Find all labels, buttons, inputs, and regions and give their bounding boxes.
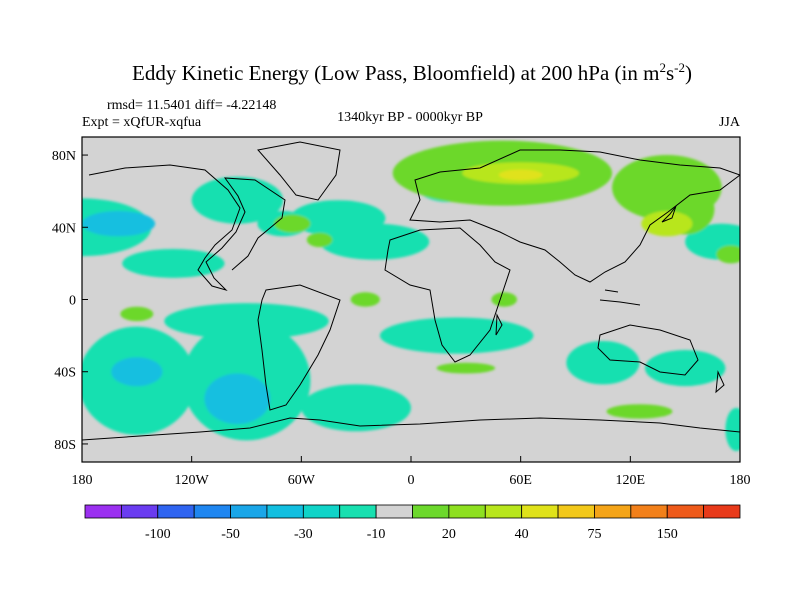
contour-region-neg30-1	[82, 211, 156, 237]
colorbar-swatch-17	[703, 504, 741, 519]
contour-region-neg10-10	[379, 317, 534, 354]
colorbar-swatch-6	[302, 504, 341, 519]
colorbar-swatch-4	[230, 504, 268, 519]
x-axis: 180 120W 60W 0 60E 120E 180	[72, 456, 751, 488]
coast-greenland	[257, 141, 341, 201]
contour-region-neg10-5	[319, 223, 430, 260]
coastlines	[82, 141, 740, 441]
colorbar-swatch-14	[594, 504, 632, 519]
coast-africa-europe	[384, 227, 511, 363]
colorbar-swatch-16	[666, 504, 705, 519]
colorbar-swatch-5	[266, 504, 304, 519]
contour-region-20-28	[120, 306, 154, 322]
contour-region-40-23	[641, 211, 693, 237]
contour-region-neg10-18	[725, 407, 740, 452]
colorbar-swatch-9	[412, 504, 450, 519]
colorbar-label-6: 75	[587, 527, 601, 542]
y-tick-label-2: 0	[69, 294, 76, 309]
coast-eurasia	[409, 149, 740, 283]
contour-fields	[82, 140, 740, 452]
colorbar-swatch-11	[484, 504, 523, 519]
period-label: 1340kyr BP - 0000kyr BP	[337, 110, 483, 125]
colorbar-swatch-0	[84, 504, 122, 519]
x-tick-label-6: 180	[730, 473, 751, 488]
y-tick-label-1: 40N	[52, 221, 76, 236]
contour-region-20-32	[716, 245, 740, 264]
contour-region-neg10-15	[301, 384, 411, 432]
coast-new-zealand	[715, 370, 725, 394]
colorbar-label-7: 150	[657, 527, 678, 542]
contour-region-20-25	[273, 214, 311, 233]
colorbar-swatch-12	[521, 504, 559, 519]
x-tick-label-3: 0	[408, 473, 415, 488]
experiment-label: Expt = xQfUR-xqfua	[82, 115, 202, 130]
colorbar-label-2: -30	[294, 527, 313, 542]
stats-label: rmsd= 11.5401 diff= -4.22148	[107, 98, 276, 113]
coast-indonesia	[599, 289, 641, 306]
contour-region-20-30	[436, 362, 496, 374]
y-tick-label-0: 80N	[52, 149, 76, 164]
contour-region-20-31	[606, 404, 673, 419]
contour-region-neg30-17	[111, 357, 163, 387]
colorbar-label-4: 20	[442, 527, 456, 542]
coast-north-america	[88, 164, 286, 292]
contour-region-neg10-11	[566, 341, 640, 385]
colorbar-swatch-13	[557, 504, 595, 519]
colorbar-swatch-8	[375, 504, 413, 519]
chart-title: Eddy Kinetic Energy (Low Pass, Bloomfiel…	[132, 60, 692, 85]
colorbar-swatch-15	[630, 504, 668, 519]
colorbar-swatch-2	[157, 504, 195, 519]
colorbar-swatch-10	[448, 504, 486, 519]
y-tick-label-4: 80S	[54, 438, 76, 453]
contour-region-20-26	[306, 232, 333, 248]
x-tick-label-0: 180	[72, 473, 93, 488]
y-axis: 80N 40N 0 40S 80S	[52, 149, 88, 453]
colorbar-swatch-1	[120, 504, 159, 519]
colorbar-swatch-7	[339, 504, 377, 519]
contour-region-20-27	[350, 292, 380, 307]
colorbar-label-5: 40	[515, 527, 529, 542]
x-tick-label-1: 120W	[175, 473, 210, 488]
contour-region-neg10-12	[644, 350, 726, 387]
colorbar: -100 -50 -30 -10 20 40 75 150	[84, 504, 741, 542]
x-tick-label-5: 120E	[616, 473, 646, 488]
x-tick-label-2: 60W	[288, 473, 316, 488]
coast-south-america	[257, 284, 341, 411]
colorbar-swatch-3	[193, 504, 231, 519]
colorbar-label-1: -50	[221, 527, 240, 542]
colorbar-label-0: -100	[145, 527, 171, 542]
x-tick-label-4: 60E	[509, 473, 532, 488]
season-label: JJA	[719, 115, 741, 130]
coast-australia	[597, 324, 699, 376]
y-tick-label-3: 40S	[54, 366, 76, 381]
contour-region-neg10-2	[191, 176, 284, 224]
contour-region-20-29	[491, 292, 518, 307]
coast-madagascar	[495, 313, 503, 336]
contour-region-neg30-16	[204, 373, 271, 425]
coast-antarctica	[82, 417, 740, 441]
colorbar-label-3: -10	[367, 527, 386, 542]
coast-japan	[661, 205, 677, 223]
contour-region-75-24	[498, 169, 543, 181]
